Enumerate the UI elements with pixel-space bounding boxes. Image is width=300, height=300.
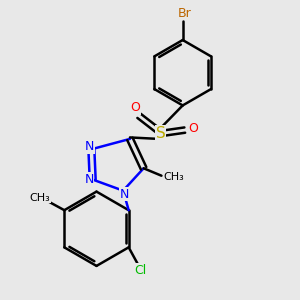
- Text: S: S: [155, 126, 165, 141]
- Text: Cl: Cl: [134, 264, 146, 277]
- Text: O: O: [188, 122, 198, 135]
- Text: N: N: [85, 140, 94, 153]
- Text: O: O: [130, 101, 140, 114]
- Text: N: N: [84, 173, 94, 186]
- Text: CH₃: CH₃: [164, 172, 184, 182]
- Text: CH₃: CH₃: [30, 193, 50, 203]
- Text: N: N: [120, 188, 129, 201]
- Text: Br: Br: [177, 7, 191, 20]
